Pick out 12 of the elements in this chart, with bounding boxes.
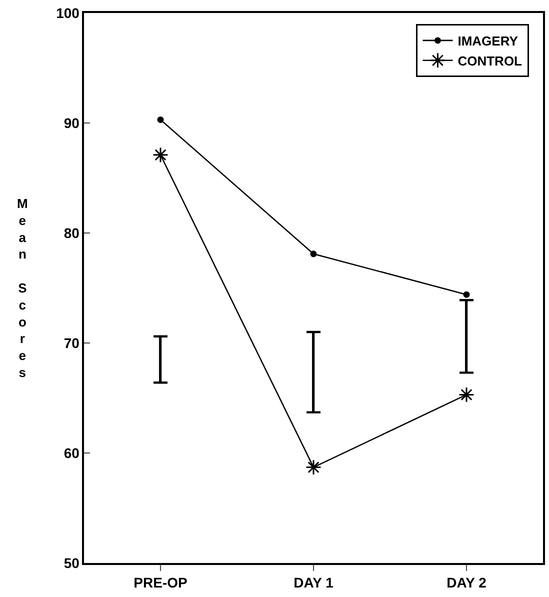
y-tick-label: 70	[64, 334, 80, 351]
y-tick-label: 80	[64, 224, 80, 241]
y-tick-label: 60	[64, 444, 80, 461]
y-tick-label: 90	[64, 114, 80, 131]
y-tick-label: 100	[56, 4, 80, 21]
y-tick-label: 50	[64, 554, 80, 571]
x-tick-label: PRE-OP	[134, 574, 188, 591]
x-tick-label: DAY 2	[446, 574, 487, 591]
text: Mean Scores	[17, 196, 28, 380]
x-tick-label: DAY 1	[294, 574, 334, 591]
legend-label: CONTROL	[458, 53, 522, 68]
legend-label: IMAGERY	[458, 34, 518, 49]
